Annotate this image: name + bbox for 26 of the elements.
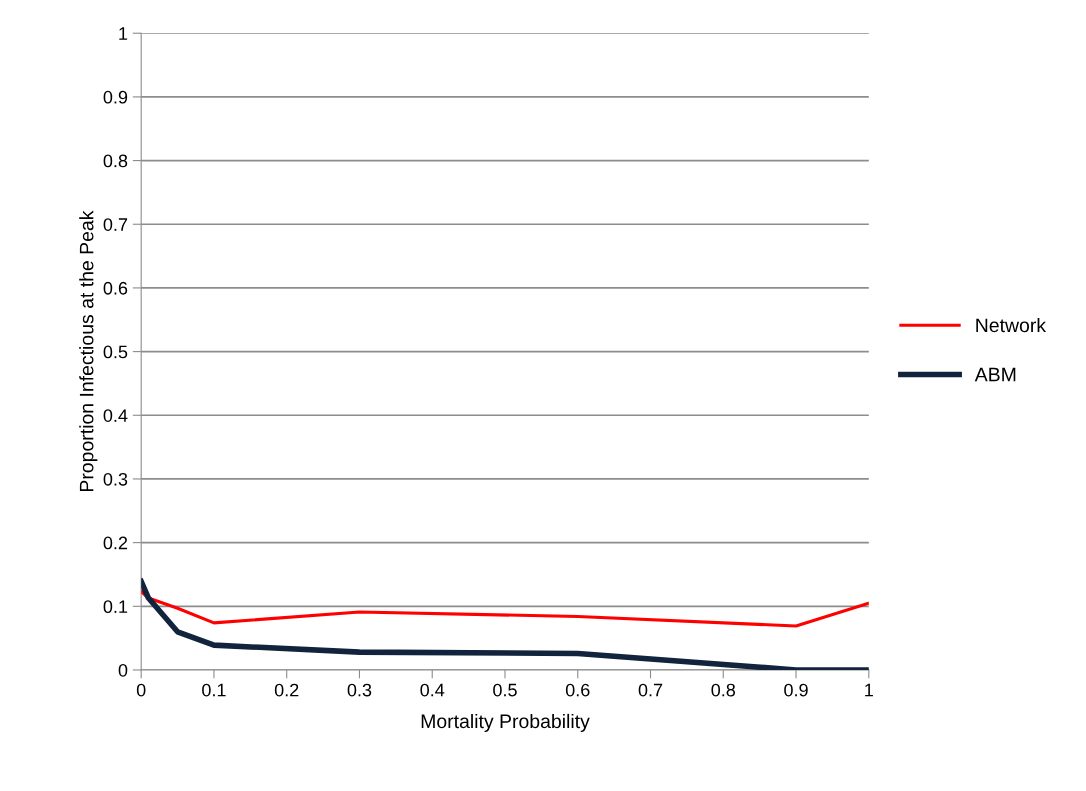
x-tick-label: 0.8 [711,683,736,697]
x-tick-label: 1 [865,683,873,697]
y-tick-label: 0.8 [103,154,128,168]
x-tick-label: 0 [136,683,146,697]
legend-label: Network [976,317,1047,333]
x-tick-label: 0.9 [784,683,808,697]
x-tick-label: 0.4 [420,683,445,697]
y-tick-label: 0.4 [103,409,128,422]
x-tick-label: 0.7 [638,683,663,697]
y-tick-label: 0.9 [103,90,128,104]
y-tick-label: 0.3 [103,472,128,486]
x-tick-label: 0.3 [347,683,372,697]
x-tick-label: 0.2 [274,683,299,697]
x-tick-label: 0.6 [565,683,590,697]
x-tick-label: 0.5 [493,683,517,697]
y-tick-label: 0.1 [103,600,128,614]
y-tick-label: 0.2 [103,536,128,550]
y-tick-label: 0.7 [103,218,128,231]
legend-label: ABM [974,367,1016,382]
y-tick-label: 0.6 [103,281,128,295]
y-axis-title: Proportion Infectious at the Peak [79,210,98,492]
y-tick-label: 0 [118,663,128,677]
y-tick-label: 0.5 [103,345,128,359]
y-tick-label: 1 [119,27,128,40]
x-axis-title: Mortality Probability [421,713,590,733]
x-tick-label: 0.1 [202,683,226,697]
